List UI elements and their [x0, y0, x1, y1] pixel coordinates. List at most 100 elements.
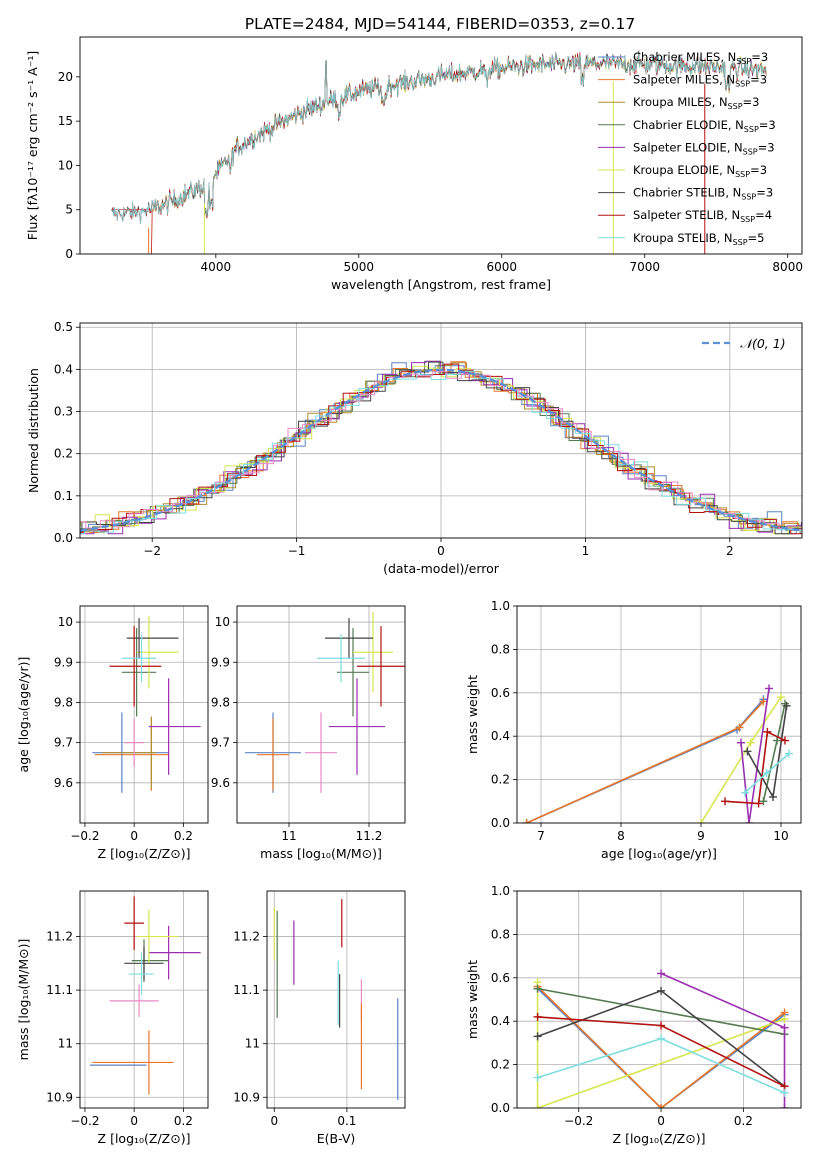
legend-tail: =3 — [750, 163, 767, 177]
legend-label: Kroupa MILES, NSSP=3 — [633, 95, 759, 111]
errorbar-point — [353, 612, 393, 693]
plot-area — [273, 899, 399, 1100]
x-tick-label: 7000 — [629, 260, 660, 274]
x-axis-label: Z [log₁₀(Z/Z⊙)] — [613, 1131, 706, 1146]
legend-name: Kroupa ELODIE, N — [633, 163, 735, 177]
x-tick-label: 0 — [437, 544, 445, 558]
weight-line — [537, 988, 785, 1108]
axes-frame — [516, 605, 802, 824]
histogram-series — [80, 363, 802, 535]
y-tick-label: 11.2 — [233, 930, 260, 944]
plot-area — [80, 360, 802, 535]
legend-sub: SSP — [741, 193, 756, 202]
plot-area — [533, 969, 789, 1108]
plot-area — [89, 896, 201, 1095]
x-tick-label: 7 — [537, 829, 545, 843]
weight-series — [522, 697, 768, 823]
legend-label: Kroupa STELIB, NSSP=5 — [633, 231, 764, 247]
axes-frame — [79, 36, 803, 255]
errorbar-point — [131, 939, 169, 983]
weight-line — [526, 700, 764, 823]
x-tick-label: −0.2 — [564, 1114, 593, 1128]
weight-line — [526, 698, 765, 823]
y-tick-label: 1.0 — [491, 599, 510, 613]
chart-weight-vs-z: −0.2 0 0.2 0.0 0.2 0.4 0.6 0.8 1.0 Z [log₁₀(Z/Z⊙)… — [465, 884, 802, 1146]
errorbar-point — [129, 952, 154, 996]
legend-sub: SSP — [744, 125, 759, 134]
errorbar-point — [136, 616, 179, 689]
y-tick-label: 5 — [65, 203, 73, 217]
x-tick-label: 11 — [281, 829, 296, 843]
legend-name: Chabrier ELODIE, N — [633, 118, 744, 132]
y-axis-label: Normed distribution — [26, 368, 41, 493]
x-tick-label: −1 — [288, 544, 306, 558]
histogram-series — [80, 360, 802, 535]
errorbar-point — [109, 984, 159, 1017]
x-tick-label: 11.2 — [356, 829, 383, 843]
axes-frame — [266, 890, 406, 1109]
x-tick-label: 0 — [657, 1114, 665, 1128]
errorbar-point — [329, 678, 385, 775]
x-tick-label: 5000 — [344, 260, 375, 274]
legend-sub: SSP — [743, 147, 758, 156]
weight-series — [697, 693, 785, 823]
chart-age-vs-z: −0.2 0 0.2 9.6 9.7 9.8 9.9 10 Z [log₁₀(Z/Z⊙)] age… — [16, 605, 209, 861]
legend-tail: =3 — [759, 118, 776, 132]
legend-tail: =3 — [750, 73, 767, 87]
y-tick-label: 9.6 — [54, 776, 73, 790]
axes-frame — [236, 605, 406, 824]
legend-sub: SSP — [740, 215, 755, 224]
x-axis-label: (data-model)/error — [383, 561, 500, 576]
legend-name: Chabrier STELIB, N — [633, 186, 741, 200]
weight-series — [743, 701, 791, 801]
x-axis-label: Z [log₁₀(Z/Z⊙)] — [98, 846, 191, 861]
errorbar-point — [121, 634, 157, 683]
y-tick-label: 11 — [58, 1037, 73, 1051]
chart-weight-vs-age: 7 8 9 10 0.0 0.2 0.4 0.6 0.8 1.0 age [log₁₀(age/yr… — [465, 599, 802, 861]
axes-frame — [79, 322, 803, 539]
errorbar-point — [102, 716, 157, 789]
legend-label: Salpeter MILES, NSSP=3 — [633, 73, 767, 89]
weight-line — [700, 696, 782, 823]
weight-line — [537, 985, 785, 1108]
x-tick-label: −0.2 — [70, 829, 99, 843]
spectrum-line — [111, 52, 767, 224]
y-tick-label: 0.1 — [54, 489, 73, 503]
histogram-series — [80, 370, 802, 535]
y-tick-label: 9.7 — [54, 736, 73, 750]
errorbar-point — [94, 718, 169, 791]
figure-title: PLATE=2484, MJD=54144, FIBERID=0353, z=0… — [245, 15, 635, 33]
legend-label: Salpeter STELIB, NSSP=4 — [633, 208, 772, 224]
histogram-series — [80, 361, 802, 535]
x-tick-label: −2 — [143, 544, 161, 558]
x-tick-label: 10 — [773, 829, 788, 843]
weight-series — [741, 749, 793, 797]
chart-spectrum: 4000 5000 6000 7000 8000 0 5 10 15 20 wavelength [… — [25, 36, 803, 292]
x-tick-label: 0.2 — [174, 829, 193, 843]
legend-tail: =3 — [751, 50, 768, 64]
weight-line — [740, 688, 770, 823]
errorbar-point — [305, 712, 337, 793]
y-tick-label: 10 — [58, 158, 73, 172]
legend-sub: SSP — [736, 57, 751, 66]
histogram-series — [80, 365, 802, 535]
axes-frame — [79, 605, 209, 824]
legend-tail: =3 — [743, 95, 760, 109]
legend-sub: SSP — [733, 238, 748, 247]
y-tick-label: 0.6 — [491, 686, 510, 700]
y-axis-label: mass [log₁₀(M/M⊙)] — [16, 939, 31, 1061]
legend-tail: =5 — [748, 231, 765, 245]
x-tick-label: 6000 — [486, 260, 517, 274]
errorbar-point — [325, 618, 373, 659]
y-tick-label: 1.0 — [491, 884, 510, 898]
chart-mass-vs-z: −0.2 0 0.2 10.9 11 11.1 11.2 Z [log₁₀(Z/Z⊙)] mas… — [16, 890, 209, 1146]
axes-frame — [79, 890, 209, 1109]
weight-series — [522, 695, 768, 823]
x-axis-label: mass [log₁₀(M/M⊙)] — [260, 846, 382, 861]
errorbar-point — [148, 678, 201, 775]
errorbar-point — [317, 634, 365, 683]
y-tick-label: 11 — [245, 1037, 260, 1051]
